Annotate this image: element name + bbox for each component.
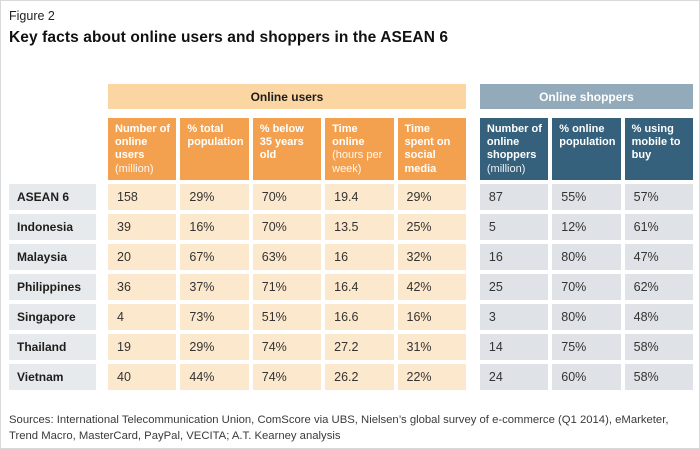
col-header-sub: (million): [115, 162, 154, 175]
cell: 73%: [180, 304, 249, 330]
cell: 13.5: [325, 214, 394, 240]
col-header-pct-below-35: % below 35 years old: [252, 118, 322, 180]
cell: 19: [108, 334, 177, 360]
col-header-main: % using mobile to buy: [631, 123, 681, 162]
cell: 71%: [252, 274, 322, 300]
cell: 32%: [397, 244, 466, 270]
cell: 22%: [397, 364, 466, 390]
col-header-pct-online-population: % online population: [552, 118, 621, 180]
col-header-pct-using-mobile: % using mobile to buy: [624, 118, 693, 180]
cell: 74%: [252, 334, 322, 360]
cell: 80%: [552, 304, 621, 330]
cell: 16: [325, 244, 394, 270]
cell: 40: [108, 364, 177, 390]
cell: 42%: [397, 274, 466, 300]
cell: 27.2: [325, 334, 394, 360]
cell: 60%: [552, 364, 621, 390]
cell: 37%: [180, 274, 249, 300]
cell: 44%: [180, 364, 249, 390]
cell: 67%: [180, 244, 249, 270]
row-label-vietnam: Vietnam: [9, 364, 96, 390]
col-header-time-online: Time online (hours per week): [325, 118, 394, 180]
cell: 62%: [624, 274, 693, 300]
cell: 24: [479, 364, 549, 390]
cell: 31%: [397, 334, 466, 360]
cell: 5: [479, 214, 549, 240]
cell: 58%: [624, 334, 693, 360]
row-label-philippines: Philippines: [9, 274, 96, 300]
figure-label: Figure 2: [9, 9, 55, 23]
cell: 16.4: [325, 274, 394, 300]
row-label-malaysia: Malaysia: [9, 244, 96, 270]
cell: 12%: [552, 214, 621, 240]
cell: 16%: [397, 304, 466, 330]
shoppers-group-header: Online shoppers: [479, 84, 693, 109]
cell: 25: [479, 274, 549, 300]
cell: 47%: [624, 244, 693, 270]
cell: 74%: [252, 364, 322, 390]
cell: 29%: [397, 184, 466, 210]
cell: 36: [108, 274, 177, 300]
cell: 14: [479, 334, 549, 360]
cell: 19.4: [325, 184, 394, 210]
cell: 3: [479, 304, 549, 330]
col-header-time-social-media: Time spent on social media: [397, 118, 466, 180]
col-header-main: % below 35 years old: [259, 123, 304, 162]
col-header-main: Time spent on social media: [404, 123, 451, 175]
cell: 29%: [180, 334, 249, 360]
cell: 26.2: [325, 364, 394, 390]
cell: 25%: [397, 214, 466, 240]
cell: 51%: [252, 304, 322, 330]
sources-note: Sources: International Telecommunication…: [9, 414, 669, 442]
col-header-main: Number of online users: [115, 123, 170, 162]
cell: 16.6: [325, 304, 394, 330]
cell: 61%: [624, 214, 693, 240]
row-label-singapore: Singapore: [9, 304, 96, 330]
cell: 158: [108, 184, 177, 210]
cell: 75%: [552, 334, 621, 360]
row-label-indonesia: Indonesia: [9, 214, 96, 240]
cell: 70%: [252, 184, 322, 210]
cell: 70%: [552, 274, 621, 300]
cell: 39: [108, 214, 177, 240]
col-header-main: Time online: [332, 123, 365, 149]
col-header-number-of-online-shoppers: Number of online shoppers (million): [479, 118, 549, 180]
row-label-thailand: Thailand: [9, 334, 96, 360]
figure-title: Key facts about online users and shopper…: [9, 29, 449, 46]
col-header-main: Number of online shoppers: [486, 123, 542, 162]
cell: 87: [479, 184, 549, 210]
col-header-pct-total-population: % total population: [180, 118, 249, 180]
cell: 55%: [552, 184, 621, 210]
cell: 57%: [624, 184, 693, 210]
cell: 4: [108, 304, 177, 330]
col-header-number-of-online-users: Number of online users (million): [108, 118, 177, 180]
cell: 29%: [180, 184, 249, 210]
cell: 48%: [624, 304, 693, 330]
cell: 70%: [252, 214, 322, 240]
col-header-sub: (hours per week): [332, 149, 383, 175]
col-header-sub: (million): [486, 162, 526, 175]
col-header-main: % total population: [187, 123, 244, 149]
cell: 16%: [180, 214, 249, 240]
users-group-header: Online users: [108, 84, 466, 109]
cell: 58%: [624, 364, 693, 390]
col-header-main: % online population: [559, 123, 616, 149]
data-table: Online users Online shoppers Number of o…: [9, 84, 693, 390]
row-label-asean-6: ASEAN 6: [9, 184, 96, 210]
cell: 16: [479, 244, 549, 270]
cell: 80%: [552, 244, 621, 270]
cell: 20: [108, 244, 177, 270]
cell: 63%: [252, 244, 322, 270]
